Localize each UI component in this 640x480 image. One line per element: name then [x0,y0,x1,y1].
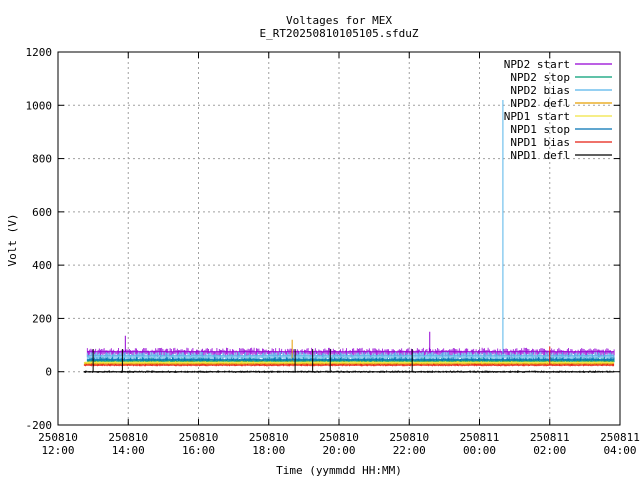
x-tick-label-date: 250810 [249,431,289,444]
x-tick-label-time: 18:00 [252,444,285,457]
x-tick-label-time: 20:00 [322,444,355,457]
chart-subtitle: E_RT20250810105105.sfduZ [260,27,419,40]
y-tick-label: 400 [32,259,52,272]
x-tick-label-time: 12:00 [41,444,74,457]
series-npd1-defl [83,349,615,373]
legend-label: NPD2 stop [510,71,570,84]
y-tick-label: -200 [26,419,53,432]
y-tick-label: 1000 [26,99,53,112]
series-npd1-stop [86,357,615,362]
legend-label: NPD1 stop [510,123,570,136]
x-tick-label-date: 250811 [460,431,500,444]
legend-label: NPD1 start [504,110,570,123]
legend-label: NPD2 bias [510,84,570,97]
y-axis: -200 0 200 400 600 800 1000 1200 [26,46,620,432]
y-tick-label: 0 [45,366,52,379]
x-tick-label-time: 16:00 [182,444,215,457]
x-tick-label-time: 00:00 [463,444,496,457]
x-tick-label-date: 250810 [38,431,78,444]
x-tick-label-date: 250811 [600,431,640,444]
series-npd1-start [83,361,615,364]
series-npd2-bias [86,99,615,362]
y-axis-label: Volt (V) [6,214,19,267]
legend-label: NPD2 defl [510,97,570,110]
series-layer [83,99,615,373]
y-tick-label: 600 [32,206,52,219]
x-tick-label-date: 250811 [530,431,570,444]
y-tick-label: 800 [32,153,52,166]
x-tick-label-date: 250810 [179,431,219,444]
chart-title: Voltages for MEX [286,14,392,27]
legend-label: NPD1 bias [510,136,570,149]
legend-label: NPD2 start [504,58,570,71]
series-npd1-bias [83,346,615,367]
y-tick-label: 1200 [26,46,53,59]
x-tick-label-date: 250810 [389,431,429,444]
x-tick-label-time: 14:00 [112,444,145,457]
x-axis: 25081012:0025081014:0025081016:002508101… [38,52,640,457]
y-tick-label: 200 [32,312,52,325]
x-axis-label: Time (yymmdd HH:MM) [276,464,402,477]
legend-label: NPD1 defl [510,149,570,162]
x-tick-label-time: 04:00 [603,444,636,457]
x-tick-label-time: 02:00 [533,444,566,457]
x-tick-label-date: 250810 [319,431,359,444]
x-tick-label-time: 22:00 [393,444,426,457]
x-tick-label-date: 250810 [108,431,148,444]
